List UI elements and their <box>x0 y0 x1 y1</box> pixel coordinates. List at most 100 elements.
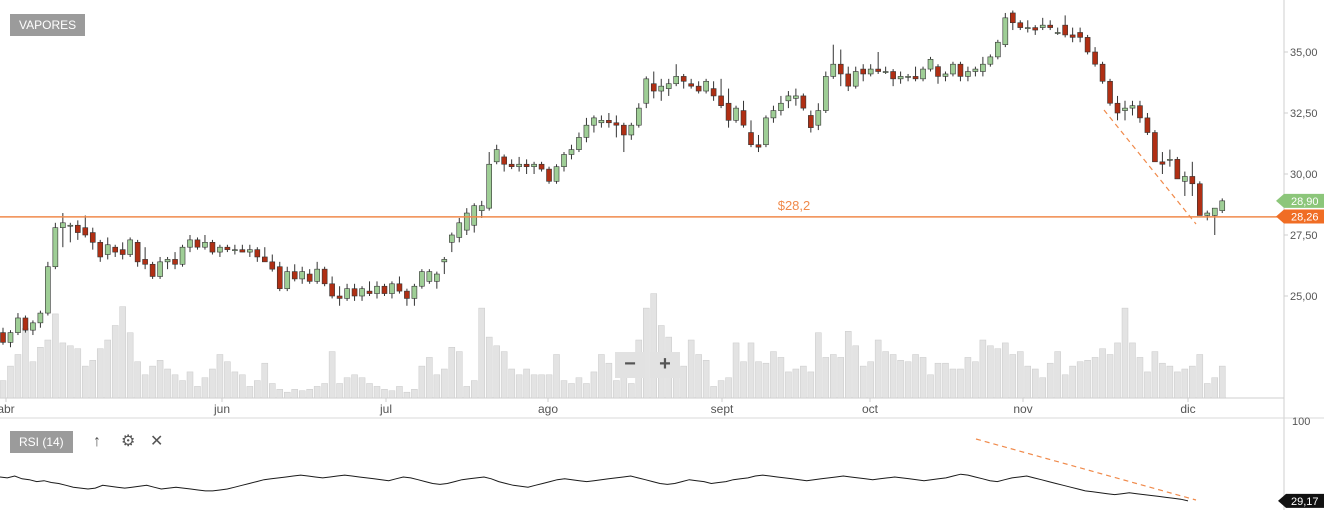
price-tick-label: 30,00 <box>1290 169 1318 181</box>
candle-body <box>67 224 74 227</box>
volume-bar <box>411 389 418 399</box>
volume-bar <box>859 365 867 399</box>
candle-body <box>82 227 89 236</box>
close-icon[interactable]: ✕ <box>150 433 164 450</box>
candle-body <box>7 332 14 343</box>
candle-body <box>269 261 276 270</box>
candle-body <box>531 163 537 167</box>
volume-bar <box>261 362 269 399</box>
volume-bar <box>830 354 837 399</box>
volume-bar <box>770 351 777 399</box>
volume-bar <box>867 361 874 399</box>
volume-bar <box>156 360 164 399</box>
candle-body <box>396 283 403 292</box>
volume-bar <box>1144 371 1151 399</box>
candle-body <box>688 83 694 87</box>
volume-bar <box>568 383 575 399</box>
volume-bar <box>837 357 845 399</box>
arrow-up-icon[interactable]: ↑ <box>93 433 101 450</box>
volume-bar <box>822 357 830 399</box>
volume-bar <box>433 374 441 399</box>
volume-bar <box>1076 361 1084 399</box>
volume-bar <box>149 365 156 399</box>
volume-bar <box>441 368 448 399</box>
volume-bar <box>321 383 328 399</box>
rsi-value-badge: 29,17 <box>1291 496 1319 508</box>
candle-body <box>995 41 1001 58</box>
candle-body <box>957 63 964 77</box>
candle-body <box>119 249 126 255</box>
volume-bar <box>216 354 224 399</box>
volume-bar <box>82 365 89 399</box>
candle-body <box>778 102 784 111</box>
candle-body <box>598 120 605 124</box>
volume-bar <box>141 374 149 399</box>
candle-body <box>658 85 665 92</box>
candle-body <box>493 149 500 163</box>
candle-body <box>785 95 792 102</box>
candle-body <box>725 102 732 121</box>
candle-body <box>740 110 747 126</box>
candle-body <box>164 259 171 263</box>
candle-body <box>591 117 597 126</box>
candle-body <box>209 242 216 253</box>
volume-bar <box>224 361 231 399</box>
volume-bar <box>171 374 179 399</box>
volume-bar <box>500 351 508 399</box>
candle-body <box>463 212 470 231</box>
volume-bar <box>1054 351 1061 399</box>
volume-bar <box>702 360 710 399</box>
volume-bar <box>89 360 97 399</box>
volume-bar <box>1166 365 1174 399</box>
candle-body <box>905 76 911 78</box>
volume-bar <box>37 347 44 399</box>
candle-body <box>1167 159 1173 161</box>
candle-body <box>284 271 291 289</box>
volume-bar <box>553 354 560 399</box>
candle-body <box>194 239 201 248</box>
volume-bar <box>852 345 859 399</box>
candle-body <box>374 285 380 294</box>
volume-bar <box>889 354 897 399</box>
candle-body <box>149 263 156 277</box>
candle-body <box>875 68 881 72</box>
candle-body <box>22 317 29 331</box>
volume-bar <box>740 361 747 399</box>
volume-bar <box>687 339 695 399</box>
volume-bar <box>882 351 889 399</box>
gear-icon[interactable]: ⚙ <box>121 433 136 450</box>
candle-body <box>665 83 672 89</box>
volume-bar <box>111 325 119 399</box>
candle-body <box>306 273 313 282</box>
volume-bar <box>1129 342 1136 399</box>
candle-body <box>1107 80 1113 104</box>
zoom-in-button[interactable]: + <box>650 352 680 378</box>
volume-bar <box>874 339 882 399</box>
candle-body <box>621 124 627 136</box>
zoom-out-button[interactable]: − <box>615 352 645 378</box>
candle-body <box>852 71 859 87</box>
candle-body <box>1054 32 1061 34</box>
volume-bar <box>1196 354 1204 399</box>
volume-bar <box>725 377 732 399</box>
candle-body <box>291 271 298 280</box>
volume-bar <box>470 380 478 399</box>
volume-bar <box>7 365 14 399</box>
volume-bar <box>815 332 822 399</box>
candle-body <box>538 163 545 170</box>
volume-bar <box>613 380 620 399</box>
candle-body <box>52 227 59 268</box>
rsi-label[interactable]: RSI (14) <box>10 431 73 453</box>
candle-body <box>224 246 231 250</box>
candle-body <box>1129 105 1136 109</box>
volume-bar <box>239 374 246 399</box>
volume-bar <box>1136 357 1144 399</box>
volume-bar <box>44 339 52 399</box>
volume-bar <box>1106 354 1114 399</box>
candle-body <box>1182 176 1188 182</box>
candle-body <box>486 163 493 209</box>
last-price-badge-bg <box>1276 193 1324 208</box>
volume-bar <box>269 383 276 399</box>
volume-bar <box>717 380 725 399</box>
